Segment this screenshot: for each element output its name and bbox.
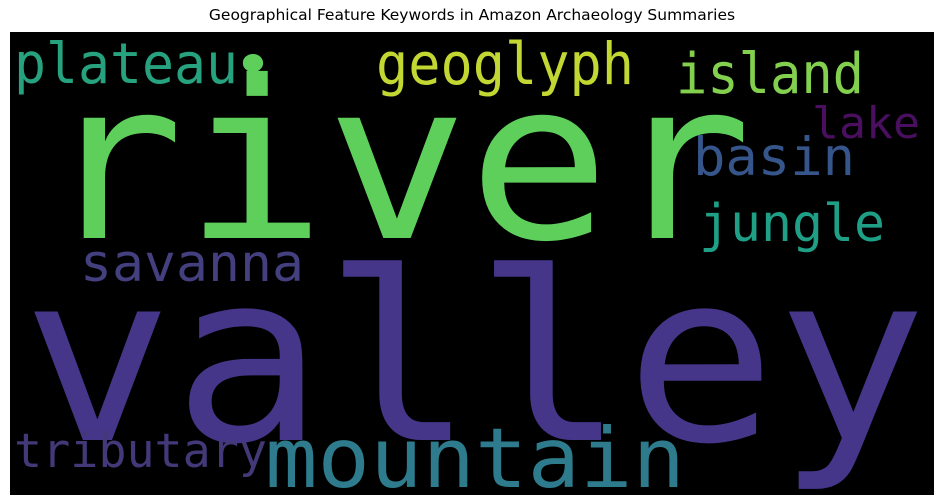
word-geoglyph: geoglyph [376, 30, 634, 98]
word-jungle: jungle [699, 194, 885, 254]
word-savanna: savanna [80, 234, 304, 294]
chart-title: Geographical Feature Keywords in Amazon … [208, 6, 736, 24]
word-tributary: tributary [14, 424, 267, 479]
word-river: river [42, 34, 752, 290]
word-island: island [676, 42, 864, 107]
word-dot: • [232, 28, 274, 101]
word-basin: basin [693, 127, 855, 188]
word-plateau: plateau [14, 32, 238, 97]
word-lake: lake [812, 98, 920, 149]
word-valley: valley [22, 223, 927, 496]
word-mountain: mountain [265, 410, 685, 504]
cloud-background [10, 32, 934, 495]
